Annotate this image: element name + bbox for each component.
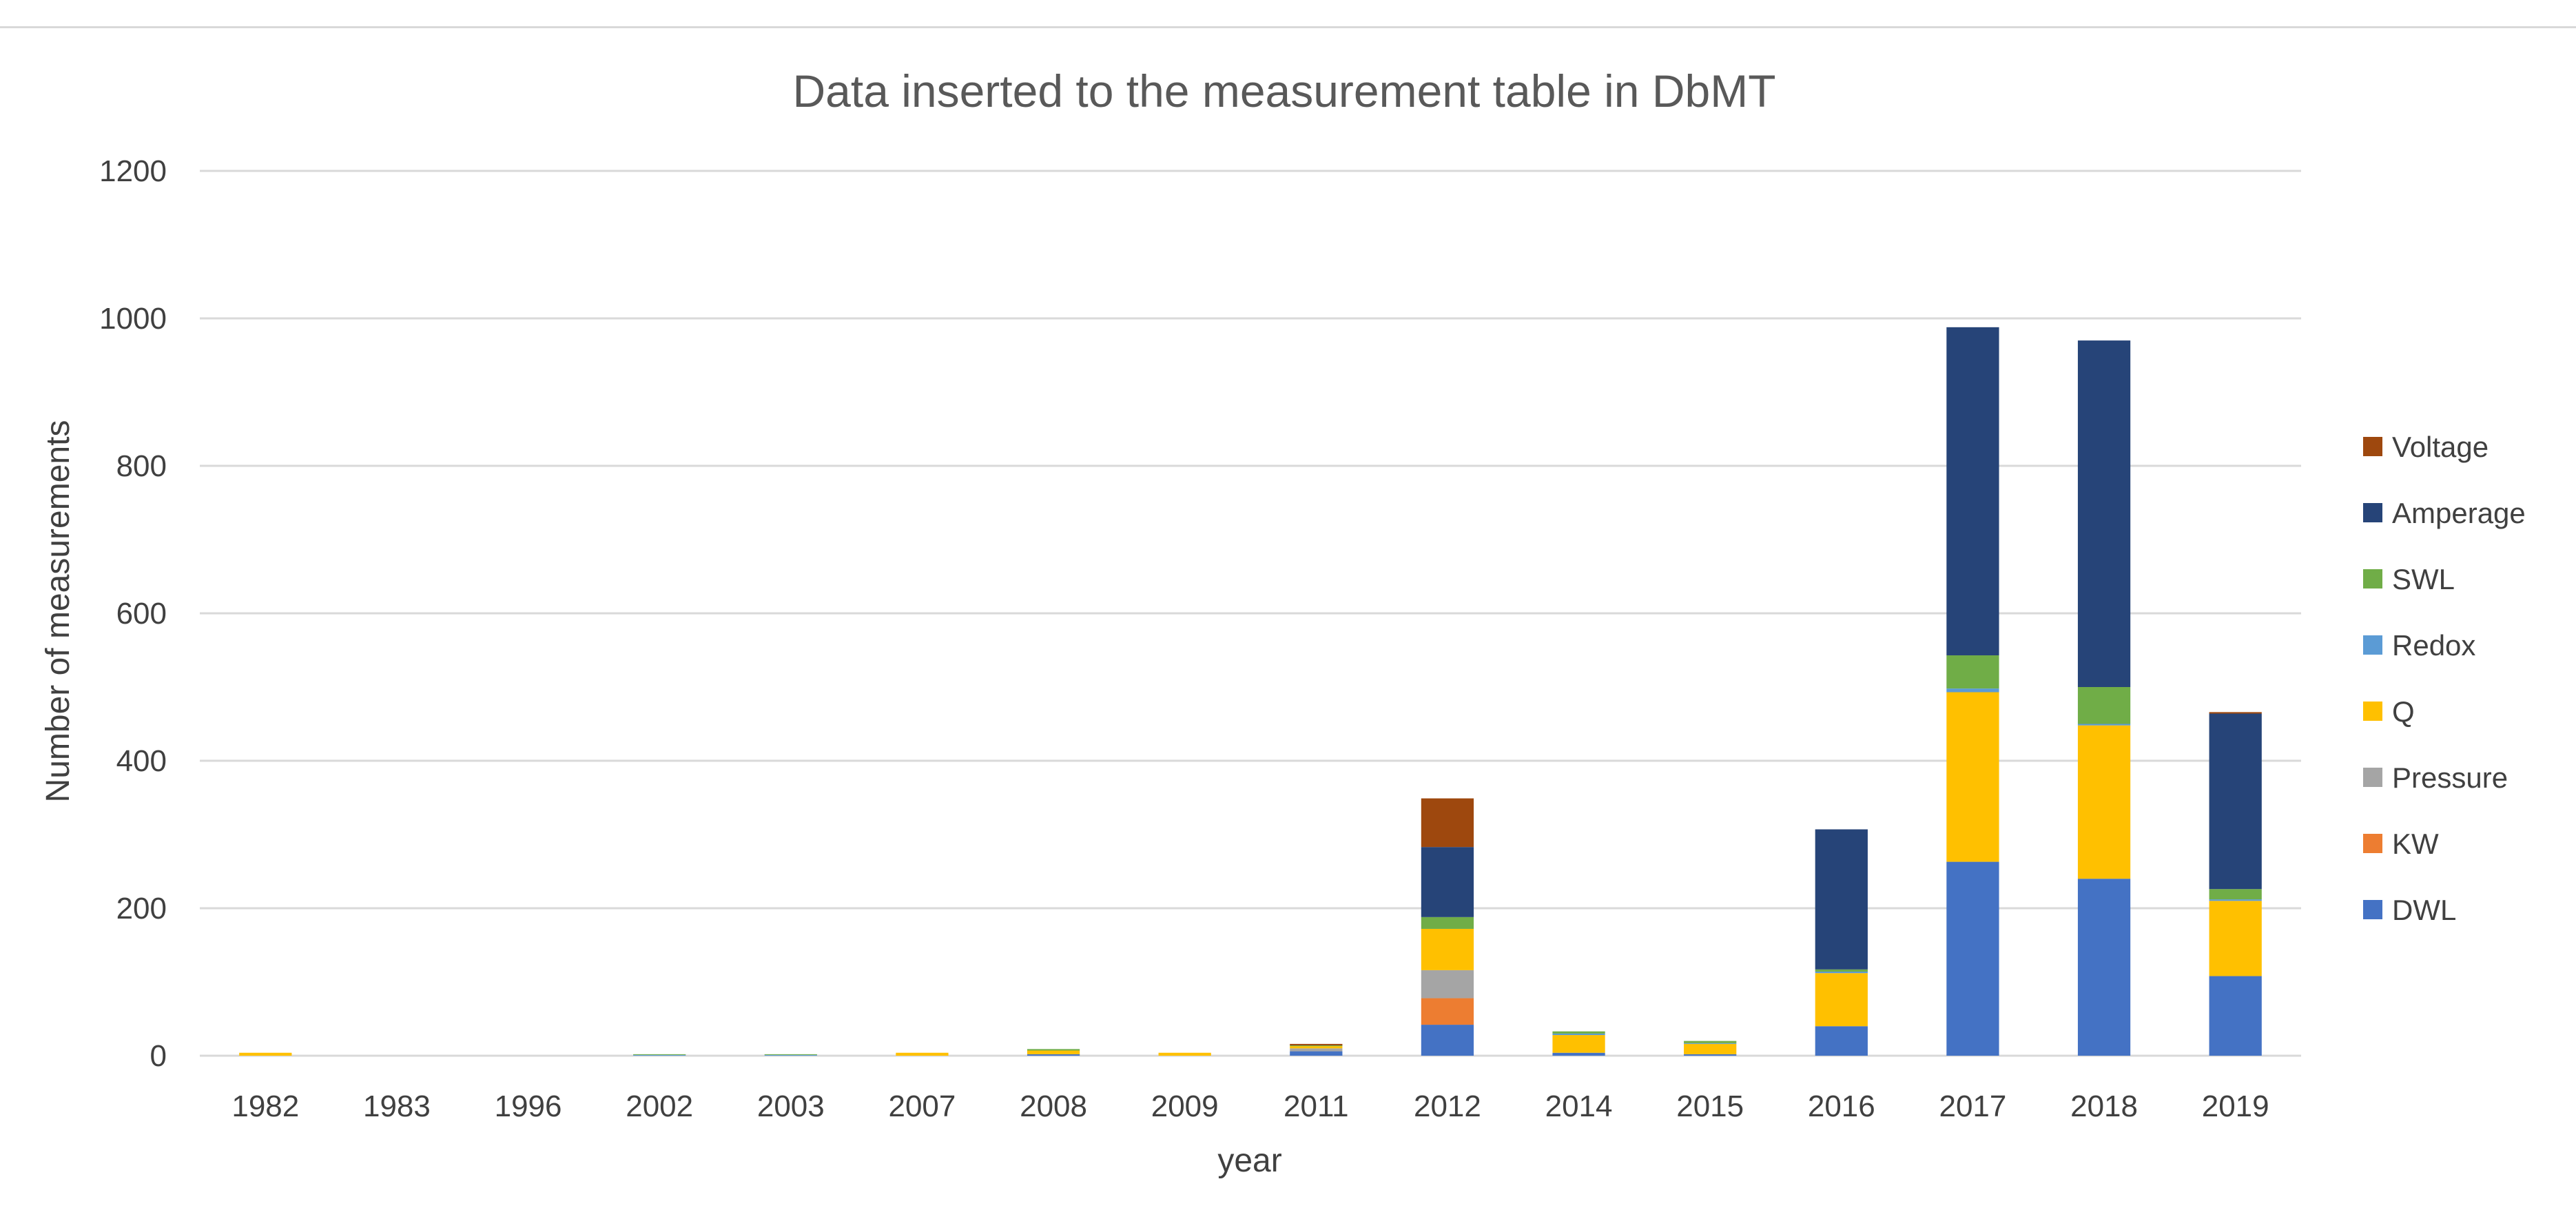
bar-segment-q [896, 1052, 949, 1056]
bar-segment-amperage [1421, 847, 1474, 917]
y-tick-label: 0 [150, 1039, 167, 1073]
bar-segment-kw [1421, 998, 1474, 1025]
x-tick-label: 2014 [1545, 1089, 1613, 1123]
bar-segment-swl [1421, 917, 1474, 929]
bar-segment-swl [1290, 1045, 1343, 1047]
x-tick-label: 2015 [1676, 1089, 1744, 1123]
bar-segment-swl [1946, 655, 1999, 689]
bar-segment-dwl [2077, 879, 2131, 1056]
bar-segment-q [2209, 901, 2262, 976]
bar-segment-redox [1552, 1033, 1605, 1036]
bar-segment-dwl [1421, 1025, 1474, 1056]
bar-segment-voltage [2209, 712, 2262, 714]
x-tick-label: 2017 [1939, 1089, 2006, 1123]
legend-label-kw: KW [2392, 828, 2439, 860]
legend-swatch-redox [2363, 635, 2382, 655]
bar-segment-dwl [1290, 1051, 1343, 1056]
bar-segment-q [239, 1052, 292, 1056]
legend-label-pressure: Pressure [2392, 761, 2508, 794]
y-axis-ticks: 0 200 400 600 800 1000 1200 [99, 154, 167, 1073]
chart-title: Data inserted to the measurement table i… [792, 65, 1775, 116]
bar-segment-redox [633, 1054, 686, 1056]
bar-segment-dwl [2209, 976, 2262, 1056]
bar-segment-dwl [1946, 861, 1999, 1056]
bar-segment-q [1421, 928, 1474, 970]
bar-segment-q [1552, 1035, 1605, 1053]
bar-segment-swl [1815, 969, 1868, 972]
x-tick-label: 2012 [1414, 1089, 1481, 1123]
bar-segment-dwl [1815, 1026, 1868, 1056]
y-axis-label: Number of measurements [40, 420, 76, 803]
bars [239, 327, 2262, 1056]
x-tick-label: 2016 [1808, 1089, 1875, 1123]
legend-label-q: Q [2392, 695, 2415, 728]
x-tick-label: 2018 [2070, 1089, 2138, 1123]
bar-segment-q [1684, 1043, 1737, 1054]
bar-segment-swl [764, 1054, 817, 1055]
legend-swatch-kw [2363, 834, 2382, 853]
legend-swatch-amperage [2363, 503, 2382, 522]
bar-segment-q [1815, 973, 1868, 1027]
bar-segment-amperage [1946, 327, 1999, 655]
legend-label-redox: Redox [2392, 629, 2475, 662]
bar-segment-voltage [1290, 1043, 1343, 1046]
bar-segment-redox [2077, 724, 2131, 726]
y-tick-label: 800 [116, 449, 167, 483]
x-tick-label: 1982 [231, 1089, 299, 1123]
bar-segment-q [1027, 1050, 1080, 1054]
y-tick-label: 400 [116, 744, 167, 778]
bar-segment-pressure [1421, 970, 1474, 999]
bar-segment-q [1158, 1052, 1211, 1056]
x-axis-ticks: 1982 1983 1996 2002 2003 2007 2008 2009 2011 2012… [231, 1089, 2269, 1123]
bar-segment-pressure [1290, 1048, 1343, 1052]
bar-segment-redox [2209, 899, 2262, 901]
legend: Voltage Amperage SWL Redox Q Pressure KW DWL [2363, 431, 2526, 926]
top-divider [0, 26, 2576, 28]
x-tick-label: 2003 [757, 1089, 825, 1123]
legend-label-amperage: Amperage [2392, 497, 2526, 529]
x-tick-label: 1983 [363, 1089, 431, 1123]
x-tick-label: 1996 [495, 1089, 562, 1123]
legend-swatch-voltage [2363, 437, 2382, 456]
bar-segment-q [1946, 692, 1999, 862]
x-tick-label: 2007 [888, 1089, 956, 1123]
bar-segment-swl [1027, 1049, 1080, 1051]
bar-segment-dwl [1027, 1054, 1080, 1056]
bar-segment-dwl [1552, 1052, 1605, 1056]
legend-label-dwl: DWL [2392, 894, 2456, 926]
legend-label-swl: SWL [2392, 563, 2455, 595]
x-tick-label: 2009 [1151, 1089, 1219, 1123]
y-tick-label: 1200 [99, 154, 167, 188]
bar-segment-swl [2077, 687, 2131, 724]
bar-segment-swl [1552, 1031, 1605, 1034]
bar-segment-amperage [1815, 829, 1868, 970]
bar-segment-amperage [2077, 340, 2131, 687]
x-tick-label: 2011 [1284, 1089, 1349, 1123]
bar-segment-swl [2209, 889, 2262, 900]
bar-segment-voltage [1421, 798, 1474, 848]
bar-segment-q [2077, 725, 2131, 879]
bar-segment-amperage [2209, 713, 2262, 890]
y-tick-label: 1000 [99, 302, 167, 336]
bar-segment-redox [1684, 1043, 1737, 1044]
y-tick-label: 200 [116, 892, 167, 925]
bar-segment-dwl [1684, 1054, 1737, 1056]
legend-swatch-dwl [2363, 900, 2382, 919]
bar-segment-swl [633, 1054, 686, 1055]
legend-label-voltage: Voltage [2392, 431, 2489, 463]
legend-swatch-pressure [2363, 768, 2382, 787]
bar-segment-redox [1946, 688, 1999, 693]
bar-segment-swl [1684, 1041, 1737, 1043]
y-tick-label: 600 [116, 597, 167, 631]
x-tick-label: 2002 [626, 1089, 693, 1123]
x-tick-label: 2019 [2202, 1089, 2269, 1123]
x-axis-label: year [1217, 1143, 1281, 1179]
bar-segment-q [1290, 1046, 1343, 1049]
bar-segment-redox [764, 1054, 817, 1056]
legend-swatch-q [2363, 702, 2382, 721]
bar-segment-redox [1815, 972, 1868, 974]
legend-swatch-swl [2363, 569, 2382, 588]
x-tick-label: 2008 [1020, 1089, 1087, 1123]
